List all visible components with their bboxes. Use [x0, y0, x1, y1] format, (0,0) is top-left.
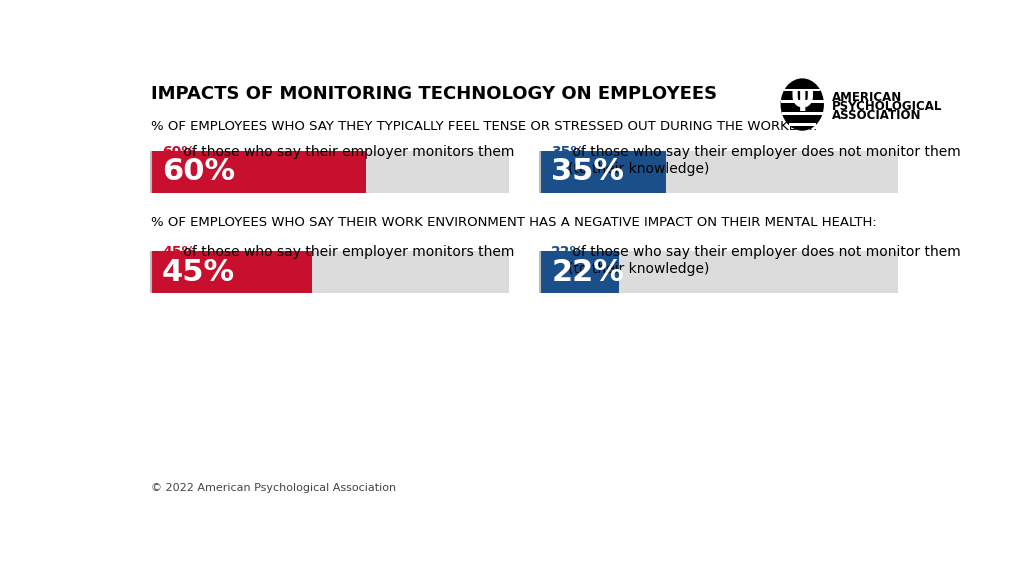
- Bar: [788, 123, 816, 126]
- Bar: [784, 89, 820, 92]
- Text: 45%: 45%: [162, 257, 236, 286]
- Text: 35%: 35%: [551, 157, 625, 187]
- Text: of those who say their employer does not monitor them
(to their knowledge): of those who say their employer does not…: [568, 145, 961, 176]
- Text: of those who say their employer monitors them: of those who say their employer monitors…: [179, 245, 514, 259]
- Text: AMERICAN: AMERICAN: [831, 90, 902, 104]
- Bar: [781, 112, 822, 115]
- Bar: [780, 100, 824, 103]
- Bar: [541, 151, 898, 193]
- Bar: [541, 151, 666, 193]
- Bar: [152, 151, 367, 193]
- Text: % OF EMPLOYEES WHO SAY THEY TYPICALLY FEEL TENSE OR STRESSED OUT DURING THE WORK: % OF EMPLOYEES WHO SAY THEY TYPICALLY FE…: [152, 120, 817, 133]
- Text: © 2022 American Psychological Association: © 2022 American Psychological Associatio…: [152, 483, 396, 494]
- Bar: [152, 251, 509, 293]
- Bar: [541, 251, 898, 293]
- Ellipse shape: [780, 78, 824, 131]
- Text: 22%: 22%: [551, 257, 624, 286]
- Text: PSYCHOLOGICAL: PSYCHOLOGICAL: [831, 100, 942, 113]
- Text: Ψ: Ψ: [791, 89, 814, 117]
- Bar: [152, 251, 312, 293]
- Text: 60%: 60%: [162, 145, 196, 160]
- Text: 60%: 60%: [162, 157, 236, 187]
- Text: IMPACTS OF MONITORING TECHNOLOGY ON EMPLOYEES: IMPACTS OF MONITORING TECHNOLOGY ON EMPL…: [152, 85, 718, 103]
- Text: of those who say their employer does not monitor them
(to their knowledge): of those who say their employer does not…: [568, 245, 961, 276]
- Text: 45%: 45%: [162, 245, 196, 259]
- Text: of those who say their employer monitors them: of those who say their employer monitors…: [179, 145, 514, 160]
- Text: % OF EMPLOYEES WHO SAY THEIR WORK ENVIRONMENT HAS A NEGATIVE IMPACT ON THEIR MEN: % OF EMPLOYEES WHO SAY THEIR WORK ENVIRO…: [152, 216, 877, 229]
- Text: 35%: 35%: [551, 145, 585, 160]
- Bar: [541, 251, 620, 293]
- Text: 22%: 22%: [551, 245, 585, 259]
- Bar: [152, 151, 509, 193]
- Text: ASSOCIATION: ASSOCIATION: [831, 109, 922, 122]
